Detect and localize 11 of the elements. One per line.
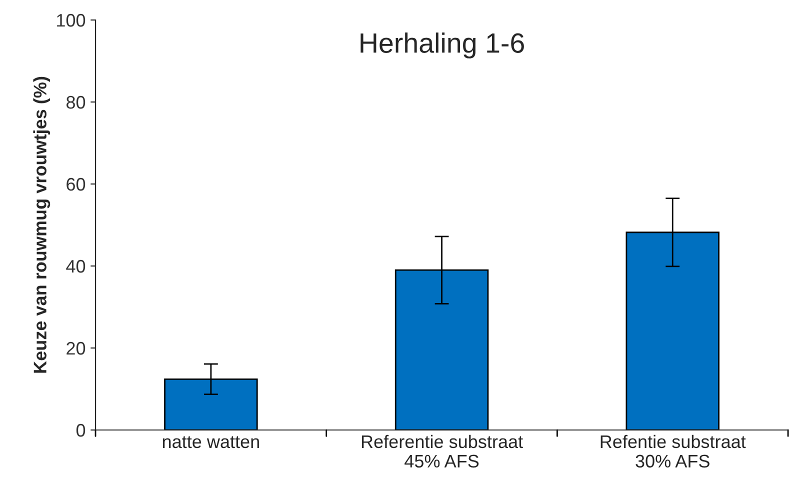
y-axis-title: Keuze van rouwmug vrouwtjes (%)	[33, 76, 50, 373]
y-tick-label: 100	[57, 14, 86, 27]
x-tick-label: Refentie substraat 30% AFS	[600, 434, 746, 468]
y-tick-label: 40	[66, 260, 86, 273]
y-tick-label: 0	[76, 424, 86, 437]
x-tick-label: Referentie substraat 45% AFS	[362, 434, 523, 468]
x-tick-label: natte watten	[162, 436, 259, 448]
chart-title: Herhaling 1-6	[360, 32, 524, 58]
y-tick-label: 60	[66, 178, 86, 191]
y-tick-label: 80	[66, 96, 86, 109]
y-tick-label: 20	[66, 342, 86, 355]
